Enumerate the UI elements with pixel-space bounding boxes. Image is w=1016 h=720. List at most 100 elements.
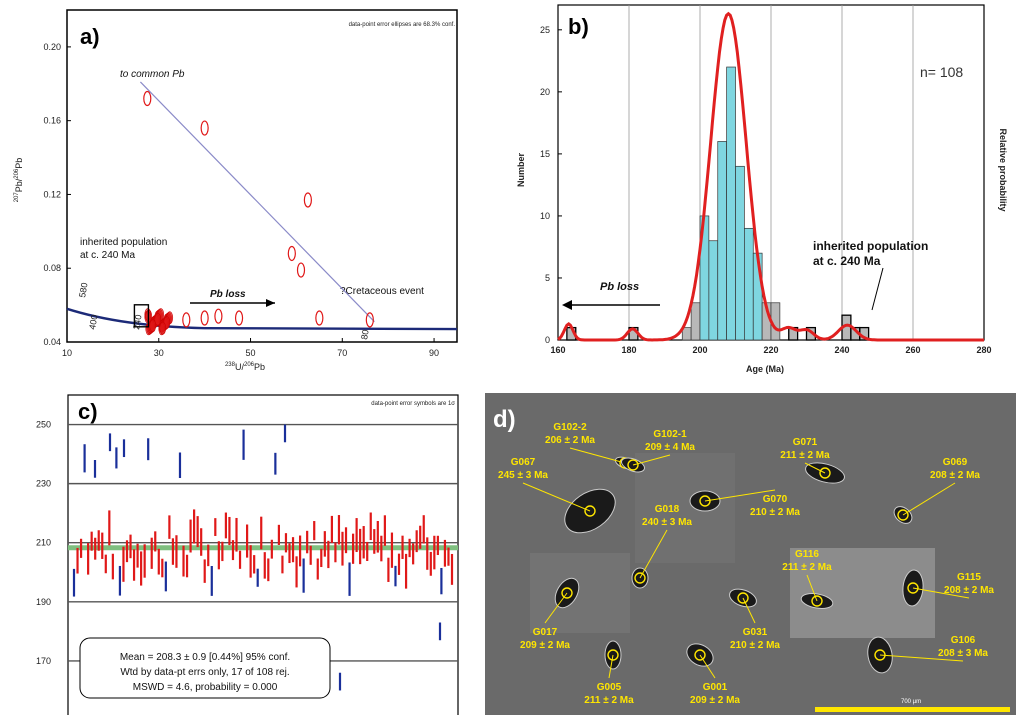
error-ellipse: [296, 262, 306, 278]
panel-d: G102-2 206 ± 2 Ma G102-1 209 ± 4 Ma G071 211 …: [485, 393, 1016, 715]
analysis-spot: [584, 505, 596, 517]
analysis-spot: [811, 595, 823, 607]
tile-3: [530, 553, 630, 633]
leader-line: [804, 462, 826, 474]
y-tick-label-c: 170: [36, 656, 51, 666]
leader-line: [699, 654, 716, 679]
grain-id: G115: [957, 572, 981, 583]
leader-line: [608, 654, 614, 679]
panel-a-svg: a) data-point error ellipses are 68.3% c…: [14, 9, 458, 372]
grain-age: 245 ± 3 Ma: [498, 470, 548, 481]
grain-id: G017: [533, 627, 558, 638]
x-tick-label-a: 50: [246, 348, 256, 358]
analysis-spot: [694, 649, 706, 661]
histogram-bar: [726, 66, 736, 341]
grain-id: G102-2: [553, 422, 587, 433]
plot-area-c: 170 190 210 230 250: [36, 420, 458, 691]
y-tick-label-a: 0.16: [43, 116, 61, 126]
grain-age: 211 ± 2 Ma: [782, 562, 832, 573]
error-note-a: data-point error ellipses are 68.3% conf…: [349, 22, 456, 28]
analysis-spot: [819, 467, 831, 479]
x-tick-label-b: 180: [621, 345, 636, 355]
grain-id: G005: [597, 682, 622, 693]
inherited-a-1: inherited population: [80, 237, 167, 248]
y-tick-label-b: 5: [545, 273, 550, 283]
grain-age: 209 ± 2 Ma: [520, 640, 570, 651]
y-axis-label-a: 207Pb/206Pb: [14, 158, 24, 203]
x-tick-label-a: 30: [154, 348, 164, 358]
panel-b-label-bg: [562, 10, 594, 38]
stats-line-2: Wtd by data-pt errs only, 17 of 108 rej.: [120, 667, 289, 678]
histogram-bar: [690, 302, 701, 341]
grain-age: 208 ± 2 Ma: [944, 585, 994, 596]
n-count: n= 108: [920, 64, 963, 80]
y-tick-label-c: 210: [36, 538, 51, 548]
panel-c-label: c): [78, 399, 98, 424]
stats-line-1: Mean = 208.3 ± 0.9 [0.44%] 95% conf.: [120, 652, 290, 663]
leader-line: [806, 574, 818, 602]
analysis-spot: [699, 495, 711, 507]
inherited-box: [133, 304, 150, 328]
grain-id: G071: [793, 437, 818, 448]
scale-bar-text: 700 µm: [901, 699, 921, 705]
y-tick-label-a: 0.12: [43, 189, 61, 199]
leader-line: [569, 447, 626, 464]
concordia-age-580: 580: [77, 282, 89, 299]
grain-id: G102-1: [653, 429, 687, 440]
cluster-ellipse: [149, 319, 157, 333]
concordia-age-400: 400: [87, 314, 99, 331]
grain-id: G069: [943, 457, 968, 468]
grain-id: G106: [951, 635, 976, 646]
cluster-ellipse: [154, 313, 162, 326]
grain-age: 209 ± 4 Ma: [645, 442, 695, 453]
y-tick-label-a: 0.04: [43, 337, 61, 347]
y-tick-label-a: 0.20: [43, 42, 61, 52]
analysis-spot: [737, 592, 749, 604]
histogram-bar: [744, 227, 754, 341]
error-ellipse: [214, 308, 223, 324]
grain-id: G031: [743, 627, 768, 638]
y-tick-label-b: 0: [545, 335, 550, 345]
inherited-b-1: inherited population: [813, 239, 928, 253]
error-ellipse: [365, 312, 374, 328]
cretaceous-event: ?Cretaceous event: [340, 286, 424, 297]
panel-d-label: d): [493, 406, 516, 433]
analysis-spot: [897, 509, 909, 521]
tile-1: [635, 453, 735, 563]
error-ellipse: [234, 310, 244, 326]
inherited-a-2: at c. 240 Ma: [80, 250, 135, 261]
x-tick-label-a: 90: [429, 348, 439, 358]
grain-age: 209 ± 2 Ma: [690, 695, 740, 706]
x-tick-label-b: 260: [905, 345, 920, 355]
grain-age: 208 ± 3 Ma: [938, 648, 988, 659]
error-ellipse: [143, 90, 152, 107]
y-tick-label-a: 0.08: [43, 263, 61, 273]
panel-c: 170 190 210 230 250 c) data-point error symb…: [0, 385, 470, 720]
leader-line: [902, 482, 956, 516]
y-tick-label-b: 20: [540, 87, 550, 97]
analysis-spot: [561, 587, 573, 599]
error-ellipse: [182, 312, 191, 328]
panel-b: 160 180 200 220 240 260 280 0 5 10 15 20 25 b) n= 10…: [500, 0, 1016, 380]
panel-b-label: b): [568, 14, 589, 39]
y-axis-label-b: Number: [516, 153, 526, 188]
grain-age: 210 ± 2 Ma: [750, 507, 800, 518]
to-common-pb: to common Pb: [120, 69, 185, 80]
leader-line: [632, 454, 671, 466]
probability-curve: [557, 11, 984, 342]
x-tick-label-a: 70: [337, 348, 347, 358]
grain-age: 210 ± 2 Ma: [730, 640, 780, 651]
x-tick-label-b: 200: [692, 345, 707, 355]
grain-layer: G102-2 206 ± 2 Ma G102-1 209 ± 4 Ma G071 211 …: [498, 422, 994, 706]
grain-id: G018: [655, 504, 680, 515]
zircon-grain: [604, 640, 622, 670]
x-tick-label-b: 160: [550, 345, 565, 355]
plot-frame-a: [66, 9, 458, 343]
panel-a-label: a): [80, 24, 100, 49]
pb-loss-b: Pb loss: [600, 281, 639, 293]
analysis-spot: [607, 649, 619, 661]
grain-age: 240 ± 3 Ma: [642, 517, 692, 528]
error-ellipse: [315, 310, 324, 326]
grain-age: 211 ± 2 Ma: [584, 695, 634, 706]
concordia-age-80: 80: [359, 329, 371, 341]
